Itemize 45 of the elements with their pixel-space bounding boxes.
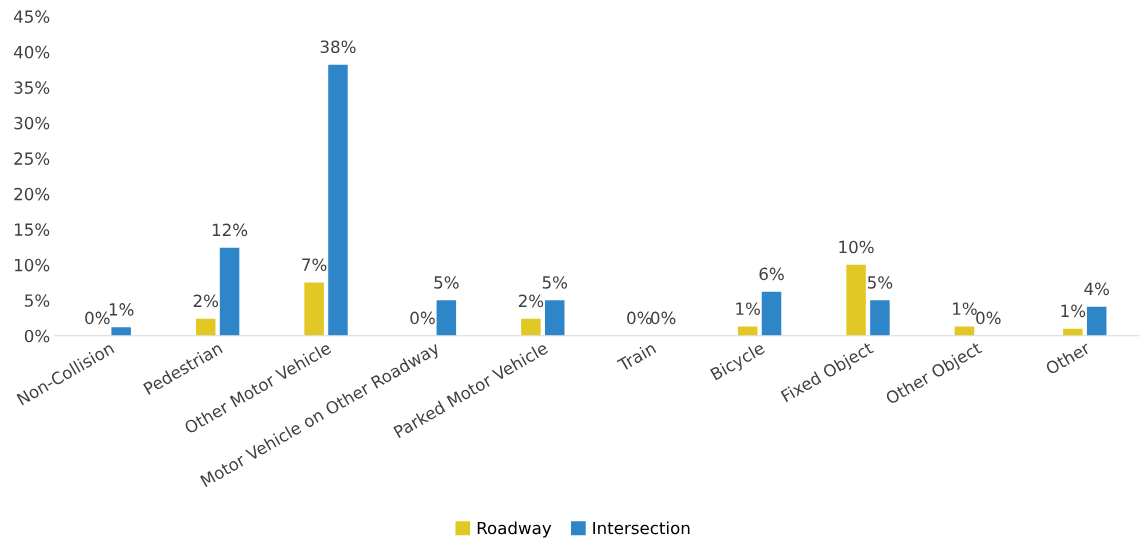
data-label: 4% bbox=[1084, 282, 1109, 296]
data-label: 5% bbox=[867, 276, 893, 289]
y-tick-label: 45% bbox=[13, 10, 50, 23]
y-tick-label: 40% bbox=[13, 45, 50, 59]
data-label: 1% bbox=[1061, 304, 1086, 318]
data-label: 38% bbox=[320, 40, 356, 54]
y-tick-label: 10% bbox=[14, 258, 50, 272]
data-label: 12% bbox=[212, 223, 248, 237]
bar bbox=[761, 291, 782, 336]
bar bbox=[846, 264, 866, 336]
bar bbox=[544, 300, 565, 336]
bar bbox=[521, 318, 541, 336]
legend-label: Intersection bbox=[593, 521, 690, 535]
data-label: 0% bbox=[651, 311, 676, 325]
x-tick-label: Train bbox=[616, 341, 657, 372]
y-tick-label: 5% bbox=[25, 294, 50, 307]
y-tick-label: 0% bbox=[24, 329, 50, 343]
bar bbox=[328, 64, 348, 336]
bar bbox=[111, 327, 131, 336]
bar bbox=[870, 300, 890, 336]
data-label: 0% bbox=[410, 311, 435, 325]
y-tick-label: 35% bbox=[14, 81, 50, 94]
data-label: 1% bbox=[736, 302, 760, 315]
y-tick-label: 20% bbox=[14, 187, 50, 201]
data-label: 2% bbox=[518, 294, 544, 308]
bar bbox=[436, 300, 457, 336]
data-label: 7% bbox=[302, 258, 327, 271]
y-tick-label: 15% bbox=[14, 223, 50, 236]
data-label: 0% bbox=[976, 311, 1001, 325]
data-label: 1% bbox=[109, 303, 134, 316]
data-label: 2% bbox=[193, 294, 219, 308]
data-label: 5% bbox=[542, 276, 568, 289]
bar bbox=[195, 318, 216, 336]
data-label: 6% bbox=[759, 267, 784, 281]
data-label: 10% bbox=[839, 240, 874, 254]
data-label: 5% bbox=[434, 276, 459, 289]
data-label: 1% bbox=[953, 302, 977, 315]
data-label: 0% bbox=[85, 311, 110, 325]
legend-label: Roadway bbox=[477, 521, 552, 538]
y-tick-label: 25% bbox=[14, 152, 50, 165]
bar bbox=[219, 247, 240, 336]
bar bbox=[304, 282, 324, 336]
data-label: 0% bbox=[627, 311, 652, 325]
y-tick-label: 30% bbox=[14, 116, 50, 130]
bar bbox=[1086, 306, 1107, 336]
